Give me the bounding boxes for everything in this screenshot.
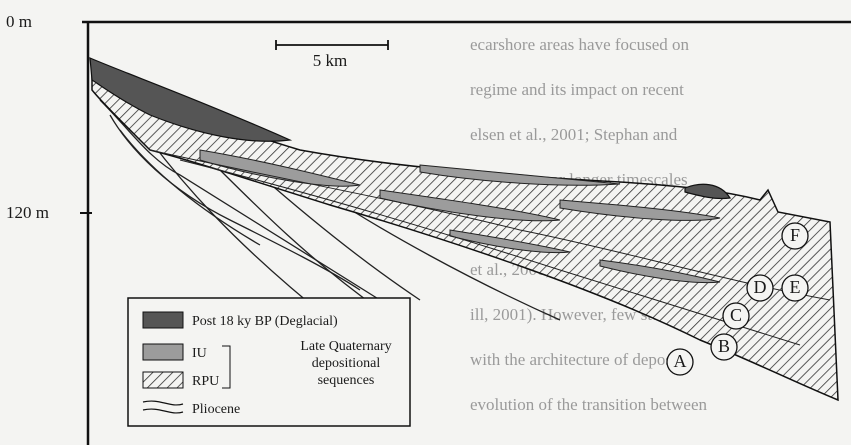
scale-label: 5 km <box>313 51 347 70</box>
background-line: ecarshore areas have focused on <box>470 35 689 54</box>
legend-group: sequences <box>318 373 375 388</box>
background-line: regime and its impact on recent <box>470 80 684 99</box>
background-line: with the architecture of deposits <box>470 350 688 369</box>
legend-group: Late Quaternary <box>300 339 391 354</box>
background-line: evolution of the transition between <box>470 395 707 414</box>
legend-label: IU <box>192 346 207 361</box>
legend-label: Post 18 ky BP (Deglacial) <box>192 314 338 329</box>
background-line: elsen et al., 2001; Stephan and <box>470 125 678 144</box>
site-label: E <box>790 277 801 297</box>
legend-swatch <box>143 372 183 388</box>
site-label: F <box>790 225 800 245</box>
figure: ecarshore areas have focused on regime an… <box>0 0 851 445</box>
legend-swatch <box>143 344 183 360</box>
legend-swatch <box>143 312 183 328</box>
site-label: C <box>730 305 742 325</box>
legend-label: Pliocene <box>192 402 240 417</box>
depth-label: 120 m <box>6 203 49 222</box>
legend-label: RPU <box>192 374 219 389</box>
site-label: A <box>674 351 687 371</box>
page: { "depth_labels": ["0 m", "120 m"], "sca… <box>0 0 851 445</box>
site-label: D <box>754 277 767 297</box>
site-label: B <box>718 336 730 356</box>
depth-label: 0 m <box>6 12 32 31</box>
legend-group: depositional <box>312 356 381 371</box>
